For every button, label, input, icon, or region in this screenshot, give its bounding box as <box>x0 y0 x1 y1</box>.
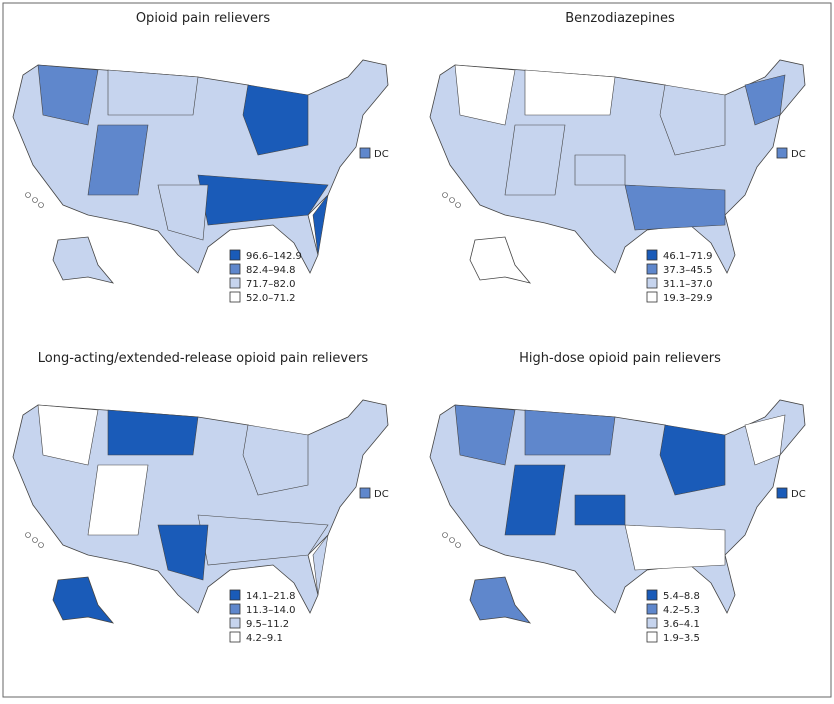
hawaii <box>32 197 38 203</box>
legend-swatch <box>229 249 241 261</box>
legend-label: 82.4–94.8 <box>246 265 296 276</box>
legend-label: 9.5–11.2 <box>246 619 289 630</box>
hawaii <box>455 202 461 208</box>
hawaii <box>442 192 448 198</box>
hawaii <box>25 532 31 538</box>
legend-swatch <box>646 631 658 643</box>
state-region <box>744 414 786 466</box>
state-region <box>242 424 309 496</box>
legend-label: 4.2–5.3 <box>663 605 700 616</box>
dc-swatch <box>359 487 371 499</box>
state-region <box>504 464 566 536</box>
state-region <box>37 404 99 466</box>
state-region <box>87 464 149 536</box>
state-region <box>504 124 566 196</box>
map-title: Long-acting/extended-release opioid pain… <box>38 351 369 366</box>
legend-swatch <box>229 263 241 275</box>
dc-label: DC <box>791 149 806 160</box>
map-title: Opioid pain relievers <box>136 11 271 26</box>
alaska <box>52 236 114 284</box>
hawaii <box>25 192 31 198</box>
dc-swatch <box>776 147 788 159</box>
legend-label: 3.6–4.1 <box>663 619 700 630</box>
state-region <box>37 64 99 126</box>
legend-swatch <box>229 277 241 289</box>
legend-swatch <box>229 589 241 601</box>
map-title: Benzodiazepines <box>565 11 675 26</box>
hawaii <box>449 537 455 543</box>
map-panel: High-dose opioid pain relievers DC 5.4–8.8… <box>429 351 806 644</box>
map-panel: Benzodiazepines DC 46.1–71.9 37.3–45.5 31.1–… <box>429 11 806 304</box>
legend-swatch <box>646 277 658 289</box>
legend-label: 4.2–9.1 <box>246 633 283 644</box>
map-title: High-dose opioid pain relievers <box>519 351 721 366</box>
state-region <box>454 64 516 126</box>
state-region <box>157 184 209 241</box>
legend-swatch <box>646 263 658 275</box>
state-region <box>574 154 626 186</box>
legend-label: 5.4–8.8 <box>663 591 700 602</box>
hawaii <box>32 537 38 543</box>
legend-label: 71.7–82.0 <box>246 279 296 290</box>
legend-swatch <box>646 617 658 629</box>
legend-label: 19.3–29.9 <box>663 293 713 304</box>
legend-label: 52.0–71.2 <box>246 293 296 304</box>
state-region <box>524 409 616 456</box>
alaska <box>469 236 531 284</box>
legend-label: 14.1–21.8 <box>246 591 296 602</box>
hawaii <box>38 202 44 208</box>
hawaii <box>442 532 448 538</box>
legend-label: 31.1–37.0 <box>663 279 713 290</box>
dc-label: DC <box>791 489 806 500</box>
dc-label: DC <box>374 149 389 160</box>
dc-label: DC <box>374 489 389 500</box>
legend-swatch <box>646 249 658 261</box>
state-region <box>87 124 149 196</box>
regions <box>37 64 329 256</box>
legend-label: 37.3–45.5 <box>663 265 713 276</box>
state-region <box>312 534 329 596</box>
legend-swatch <box>229 631 241 643</box>
legend-swatch <box>646 589 658 601</box>
state-region <box>107 409 199 456</box>
map-panel: Opioid pain relievers DC 96.6–142.9 82.4–94… <box>12 11 389 304</box>
alaska <box>52 576 114 624</box>
state-region <box>659 424 726 496</box>
state-region <box>744 74 786 126</box>
legend-label: 1.9–3.5 <box>663 633 700 644</box>
legend-label: 46.1–71.9 <box>663 251 713 262</box>
legend-label: 11.3–14.0 <box>246 605 296 616</box>
state-region <box>242 84 309 156</box>
state-region <box>574 494 626 526</box>
regions <box>454 64 786 231</box>
legend-swatch <box>229 291 241 303</box>
hawaii <box>455 542 461 548</box>
dc-swatch <box>776 487 788 499</box>
legend-swatch <box>229 617 241 629</box>
regions <box>454 404 786 571</box>
map-panel: Long-acting/extended-release opioid pain… <box>12 351 389 644</box>
hawaii <box>449 197 455 203</box>
state-region <box>454 404 516 466</box>
state-region <box>157 524 209 581</box>
state-region <box>524 69 616 116</box>
legend-swatch <box>646 603 658 615</box>
state-region <box>624 184 726 231</box>
dc-swatch <box>359 147 371 159</box>
legend-swatch <box>646 291 658 303</box>
state-region <box>659 84 726 156</box>
legend-swatch <box>229 603 241 615</box>
state-region <box>107 69 199 116</box>
state-region <box>312 194 329 256</box>
legend-label: 96.6–142.9 <box>246 251 302 262</box>
state-region <box>624 524 726 571</box>
hawaii <box>38 542 44 548</box>
regions <box>37 404 329 596</box>
alaska <box>469 576 531 624</box>
